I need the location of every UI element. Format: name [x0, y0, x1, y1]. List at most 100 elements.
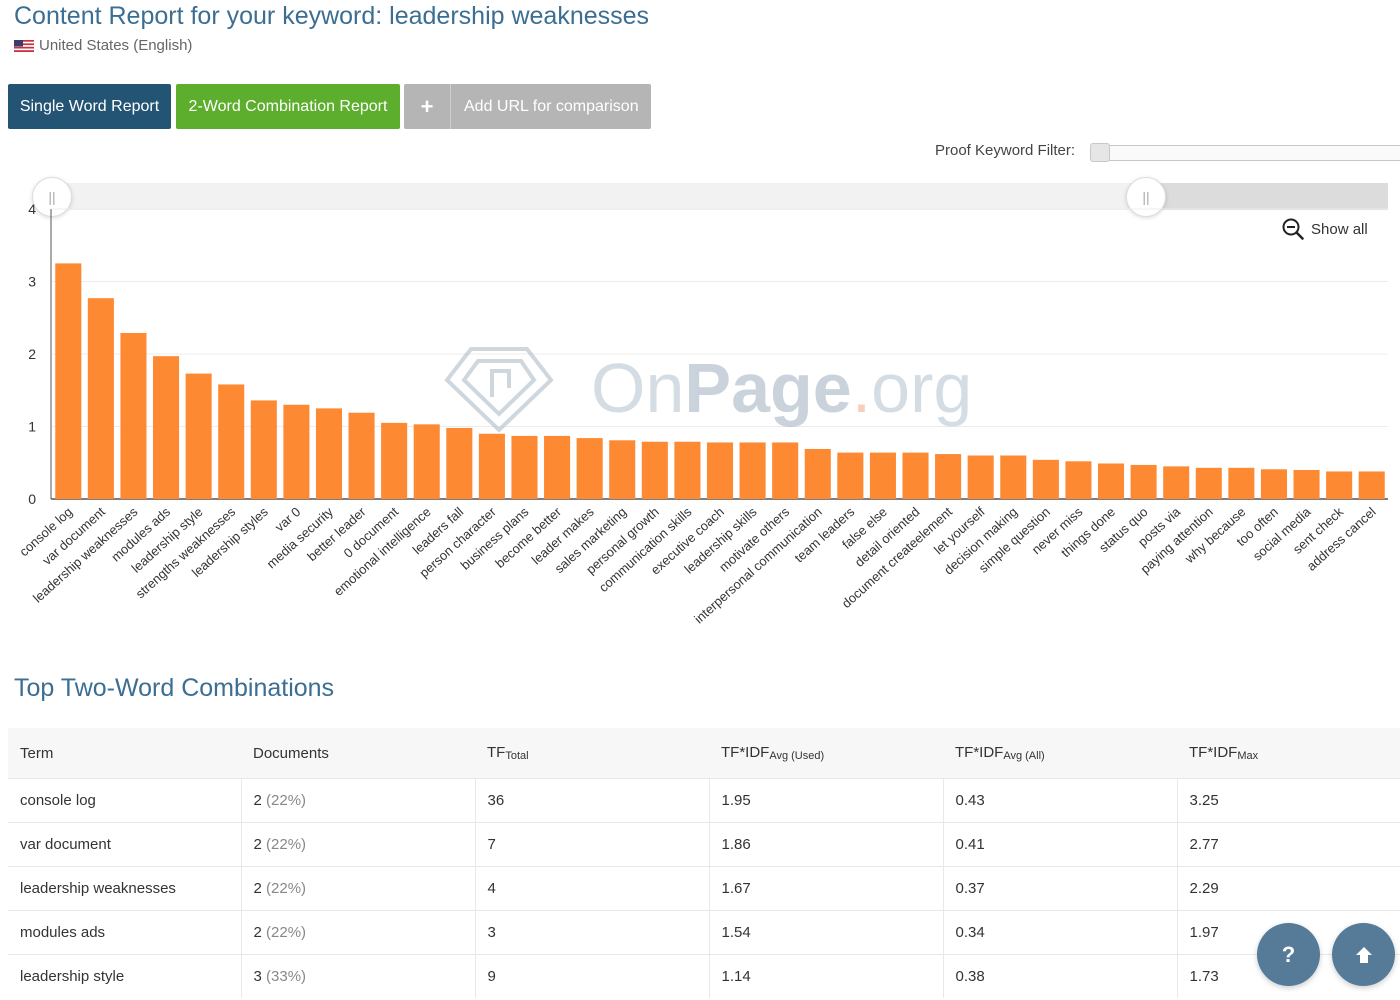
bar-strengths-weaknesses[interactable]	[218, 384, 245, 499]
cell-tfidf-avg-used: 1.95	[709, 778, 944, 823]
plus-icon: +	[404, 84, 451, 129]
diamond-logo-icon	[444, 347, 554, 433]
table-row: var document 2 (22%) 7 1.86 0.41 2.77	[8, 822, 1400, 867]
bar-address-cancel[interactable]	[1358, 471, 1385, 499]
bar-document-createelement[interactable]	[935, 454, 962, 499]
bar-better-leader[interactable]	[348, 412, 375, 499]
col-tfidf-avg-used[interactable]: TF*IDFAvg (Used)	[709, 728, 943, 779]
col-documents[interactable]: Documents	[241, 728, 475, 779]
bar-leadership-weaknesses[interactable]	[120, 332, 147, 499]
bar-too-often[interactable]	[1260, 469, 1287, 499]
col-tfidf-avg-used-sub: Avg (Used)	[769, 750, 825, 762]
bar-detail-oriented[interactable]	[902, 452, 929, 499]
two-word-combination-report-button[interactable]: 2-Word Combination Report	[176, 84, 400, 129]
bar-leadership-skills[interactable]	[739, 442, 766, 499]
cell-tfidf-max: 3.25	[1177, 778, 1400, 823]
bar-why-because[interactable]	[1228, 467, 1255, 499]
bar-sent-check[interactable]	[1326, 471, 1353, 499]
bar-emotional-intelligence[interactable]	[413, 424, 440, 499]
range-handle-left[interactable]: ||	[32, 177, 72, 217]
table-row: modules ads 2 (22%) 3 1.54 0.34 1.97	[8, 910, 1400, 955]
col-tf-total[interactable]: TFTotal	[475, 728, 709, 779]
bar-leaders-fall[interactable]	[446, 427, 473, 499]
onpage-watermark: OnPage.org	[444, 347, 972, 433]
proof-keyword-filter-handle[interactable]	[1090, 143, 1110, 162]
bar-status-quo[interactable]	[1130, 464, 1157, 499]
bar-media-security[interactable]	[315, 408, 343, 499]
cell-tfidf-avg-all: 0.38	[943, 954, 1178, 998]
svg-text:OnPage.org: OnPage.org	[591, 349, 972, 427]
bar-things-done[interactable]	[1097, 463, 1125, 499]
page-title: Content Report for your keyword: leaders…	[14, 2, 650, 30]
range-handle-grip: ||	[48, 189, 56, 205]
bar-interpersonal-communication[interactable]	[804, 448, 831, 499]
cell-tf-total: 9	[475, 954, 710, 998]
bar-console-log[interactable]	[55, 263, 82, 499]
bar-var-document[interactable]	[87, 298, 114, 499]
col-tfidf-max-main: TF*IDF	[1189, 744, 1238, 761]
single-word-report-button[interactable]: Single Word Report	[8, 84, 171, 129]
col-tf-total-sub: Total	[505, 750, 529, 762]
cell-doc-percent: (22%)	[266, 792, 307, 809]
bar-person-character[interactable]	[478, 433, 505, 499]
cell-doc-count: 2	[253, 792, 262, 809]
bar-sales-marketing[interactable]	[609, 440, 636, 499]
y-tick-label: 0	[28, 491, 36, 507]
bar-communication-skills[interactable]	[674, 441, 701, 499]
help-button[interactable]: ?	[1257, 923, 1320, 986]
scroll-to-top-button[interactable]	[1332, 923, 1395, 986]
bar-social-media[interactable]	[1293, 470, 1320, 499]
bar-0-document[interactable]	[381, 422, 408, 499]
top-two-word-combinations-title: Top Two-Word Combinations	[14, 674, 335, 702]
watermark-on: On	[591, 349, 684, 427]
bar-modules-ads[interactable]	[153, 356, 180, 499]
cell-doc-count: 2	[253, 924, 262, 941]
col-tfidf-max[interactable]: TF*IDFMax	[1177, 728, 1400, 779]
locale-indicator: United States (English)	[14, 37, 192, 54]
cell-tf-total: 36	[475, 778, 710, 823]
cell-term: leadership style	[8, 954, 242, 998]
bar-motivate-others[interactable]	[772, 442, 799, 499]
cell-term: leadership weaknesses	[8, 866, 242, 911]
bar-decision-making[interactable]	[1000, 455, 1027, 500]
cell-tf-total: 3	[475, 910, 710, 955]
combinations-table: Term Documents TFTotal TF*IDFAvg (Used) …	[8, 728, 1400, 998]
bar-posts-via[interactable]	[1163, 466, 1190, 499]
cell-doc-percent: (33%)	[266, 968, 307, 985]
col-tfidf-max-sub: Max	[1237, 750, 1259, 762]
add-url-button[interactable]: + Add URL for comparison	[404, 84, 651, 129]
bar-let-yourself[interactable]	[967, 455, 994, 500]
bar-personal-growth[interactable]	[641, 441, 668, 499]
cell-tfidf-avg-used: 1.86	[709, 822, 944, 867]
bar-leadership-styles[interactable]	[250, 400, 277, 499]
col-tfidf-avg-used-main: TF*IDF	[721, 744, 770, 761]
col-tfidf-avg-all[interactable]: TF*IDFAvg (All)	[943, 728, 1177, 779]
y-tick-label: 1	[28, 419, 36, 435]
bar-simple-question[interactable]	[1032, 459, 1059, 499]
bar-become-better[interactable]	[544, 435, 571, 499]
bar-false-else[interactable]	[869, 452, 896, 499]
cell-term: console log	[8, 778, 242, 823]
bar-never-miss[interactable]	[1065, 461, 1092, 499]
cell-tfidf-max: 2.29	[1177, 866, 1400, 911]
bar-leader-makes[interactable]	[576, 438, 603, 499]
bar-team-leaders[interactable]	[837, 452, 864, 499]
show-all-button[interactable]: Show all	[1282, 218, 1368, 240]
us-flag-icon	[14, 39, 34, 52]
cell-tfidf-avg-used: 1.67	[709, 866, 944, 911]
range-handle-right[interactable]: ||	[1126, 177, 1166, 217]
bar-paying-attention[interactable]	[1195, 467, 1222, 499]
cell-tf-total: 7	[475, 822, 710, 867]
bar-business-plans[interactable]	[511, 435, 538, 499]
cell-doc-percent: (22%)	[266, 880, 307, 897]
cell-doc-count: 3	[253, 968, 262, 985]
bar-var-0[interactable]	[283, 404, 310, 499]
cell-tfidf-avg-all: 0.37	[943, 866, 1178, 911]
bar-leadership-style[interactable]	[185, 373, 212, 499]
cell-tfidf-avg-all: 0.43	[943, 778, 1178, 823]
col-term[interactable]: Term	[8, 728, 241, 779]
add-url-label: Add URL for comparison	[464, 97, 639, 115]
chart-range-unselected	[1145, 183, 1388, 210]
bar-executive-coach[interactable]	[706, 442, 734, 499]
